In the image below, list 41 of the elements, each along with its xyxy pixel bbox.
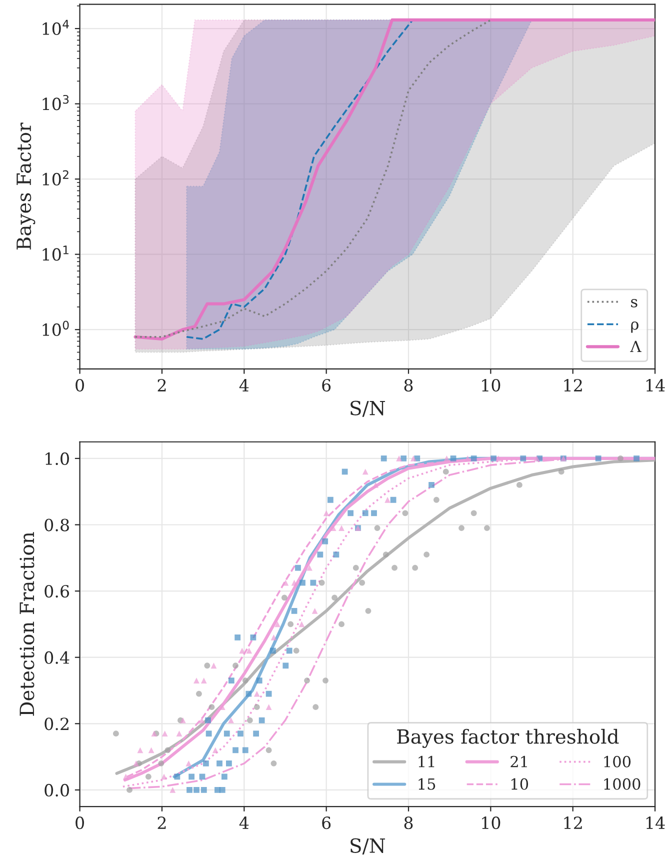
y-tick-label: 10$^{2}$ [42, 170, 68, 186]
y-tick-label: 0.4 [44, 651, 70, 664]
x-axis-title: S/N [350, 838, 386, 855]
x-axis-title: S/N [350, 400, 386, 417]
y-tick-label: 0.6 [44, 585, 70, 598]
x-tick-label: 0 [76, 816, 84, 830]
y-axis-title: Detection Fraction [20, 532, 34, 716]
x-tick-label: 10 [482, 378, 500, 392]
y-tick-label: 1.0 [46, 452, 69, 466]
x-tick-label: 0 [76, 378, 84, 392]
x-tick-label: 4 [239, 378, 249, 392]
x-tick-label: 4 [239, 816, 249, 829]
legend-label: 21 [510, 756, 527, 768]
y-tick-label: 0.8 [44, 518, 69, 532]
x-tick-label: 6 [322, 378, 331, 392]
x-tick-label: 8 [404, 816, 413, 830]
x-tick-label: 12 [564, 378, 582, 392]
x-tick-label: 6 [322, 816, 331, 830]
legend-label: Λ [630, 340, 642, 352]
x-tick-label: 14 [646, 378, 665, 392]
y-tick-label: 10$^{3}$ [42, 94, 69, 110]
legend-title: Bayes factor threshold [397, 728, 619, 748]
y-tick-label: 10$^{4}$ [42, 20, 69, 35]
y-axis-title: Bayes Factor [16, 122, 36, 250]
x-tick-label: 8 [404, 378, 413, 392]
legend-label: s [631, 299, 638, 308]
x-tick-label: 14 [646, 816, 665, 829]
x-tick-label: 2 [158, 816, 166, 829]
legend-label: 10 [511, 778, 528, 790]
legend-label: 100 [604, 756, 631, 768]
y-tick-label: 10$^{1}$ [42, 246, 68, 261]
legend-label: ρ [631, 321, 638, 333]
y-tick-label: 0.0 [44, 784, 69, 797]
legend-label: 1000 [604, 778, 640, 790]
x-tick-label: 10 [482, 816, 500, 830]
y-tick-label: 0.2 [44, 718, 68, 730]
x-tick-label: 2 [158, 378, 166, 392]
legend-label: 11 [418, 756, 434, 768]
y-tick-label: 10$^{0}$ [42, 320, 69, 336]
x-tick-label: 12 [564, 816, 582, 829]
legend-label: 15 [418, 778, 436, 790]
